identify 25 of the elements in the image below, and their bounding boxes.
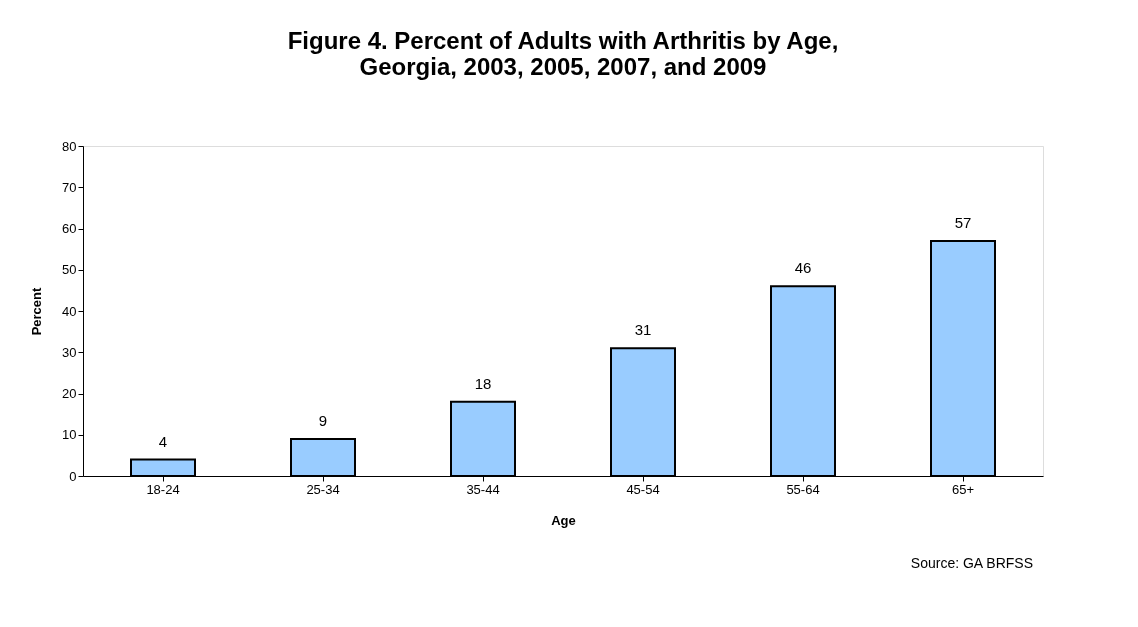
data-label: 18: [474, 374, 492, 392]
data-label: 9: [318, 411, 328, 429]
y-tick-label: 0: [69, 468, 77, 484]
x-tick-label: 25-34: [306, 481, 340, 497]
data-label: 31: [634, 321, 652, 339]
y-tick-label: 20: [62, 386, 77, 401]
source-note: Source: GA BRFSS: [910, 555, 1033, 571]
x-tick-label: 65+: [951, 481, 975, 497]
y-tick-label: 70: [62, 179, 77, 195]
y-axis-title: Percent: [29, 286, 45, 336]
data-label: 46: [794, 259, 812, 277]
y-tick-label: 60: [62, 221, 77, 236]
y-tick-label: 10: [62, 427, 77, 443]
x-axis-title: Age: [551, 512, 576, 528]
chart-title: Figure 4. Percent of Adults with Arthritis by Age, Georgia, 2003, 2005, 2007, and 2009: [287, 27, 839, 80]
y-tick-label: 30: [62, 344, 77, 360]
y-tick-label: 80: [62, 138, 77, 154]
data-label: 57: [954, 213, 972, 231]
x-tick-label: 18-24: [146, 481, 180, 497]
x-tick-label: 55-64: [786, 481, 820, 497]
x-tick-label: 35-44: [466, 481, 500, 497]
x-tick-label: 45-54: [626, 481, 660, 497]
data-label: 4: [158, 432, 168, 450]
y-tick-label: 50: [62, 262, 77, 278]
y-tick-label: 40: [62, 303, 77, 319]
